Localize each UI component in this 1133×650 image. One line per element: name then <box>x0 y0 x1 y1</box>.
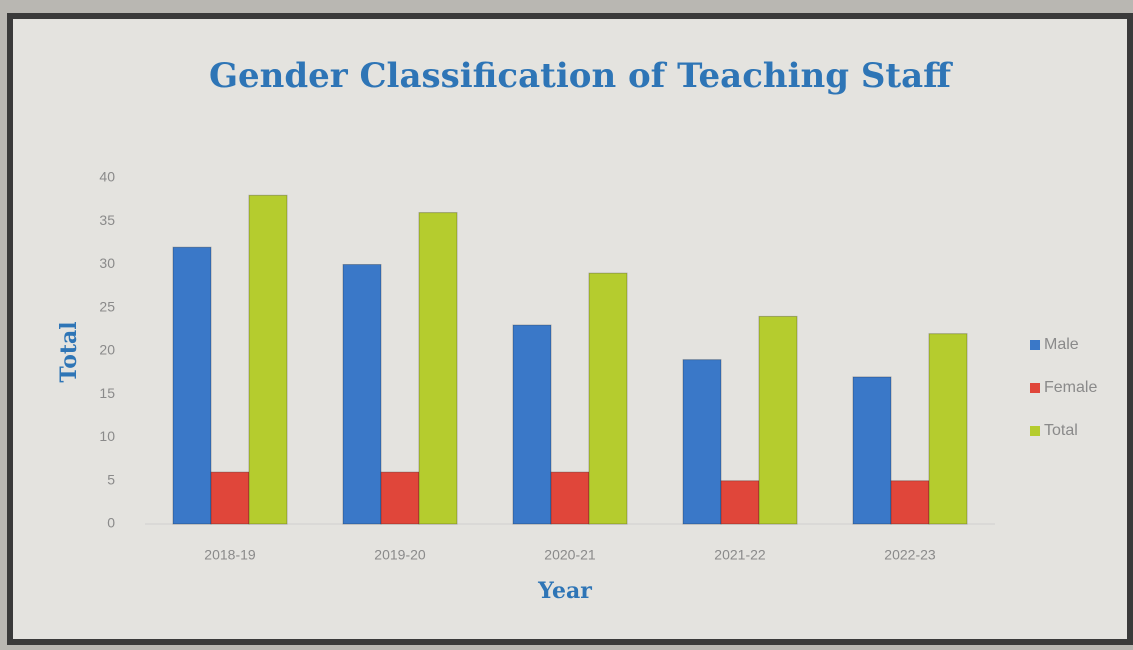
y-tick-label: 25 <box>99 298 115 314</box>
x-tick-label: 2022-23 <box>884 547 936 563</box>
legend-swatch <box>1030 426 1040 436</box>
x-tick-label: 2020-21 <box>544 547 596 563</box>
bar <box>588 272 628 525</box>
y-tick-label: 5 <box>107 471 115 487</box>
y-tick-label: 10 <box>99 428 115 444</box>
legend-label: Male <box>1044 336 1079 353</box>
bar <box>852 376 892 525</box>
bar <box>928 333 968 525</box>
legend-swatch <box>1030 383 1040 393</box>
x-axis-title: Year <box>537 578 592 604</box>
y-tick-label: 35 <box>99 212 115 228</box>
bar <box>550 471 590 525</box>
y-tick-label: 0 <box>107 515 115 531</box>
chart-title: Gender Classification of Teaching Staff <box>209 56 953 96</box>
bar <box>418 212 458 525</box>
bar <box>890 480 930 525</box>
bar <box>380 471 420 525</box>
bar <box>342 264 382 525</box>
legend-swatch <box>1030 340 1040 350</box>
bar <box>758 315 798 525</box>
y-axis-title: Total <box>56 321 82 382</box>
x-tick-label: 2021-22 <box>714 547 766 563</box>
bar <box>512 324 552 525</box>
bar <box>682 359 722 525</box>
legend-label: Female <box>1044 379 1097 396</box>
y-tick-label: 20 <box>99 342 115 358</box>
bar <box>720 480 760 525</box>
y-tick-label: 40 <box>99 169 115 185</box>
legend-label: Total <box>1044 422 1078 439</box>
x-tick-label: 2018-19 <box>204 547 256 563</box>
bar <box>172 246 212 525</box>
x-tick-label: 2019-20 <box>374 547 426 563</box>
y-tick-label: 30 <box>99 255 115 271</box>
bar <box>248 194 288 525</box>
bar <box>210 471 250 525</box>
y-tick-label: 15 <box>99 385 115 401</box>
